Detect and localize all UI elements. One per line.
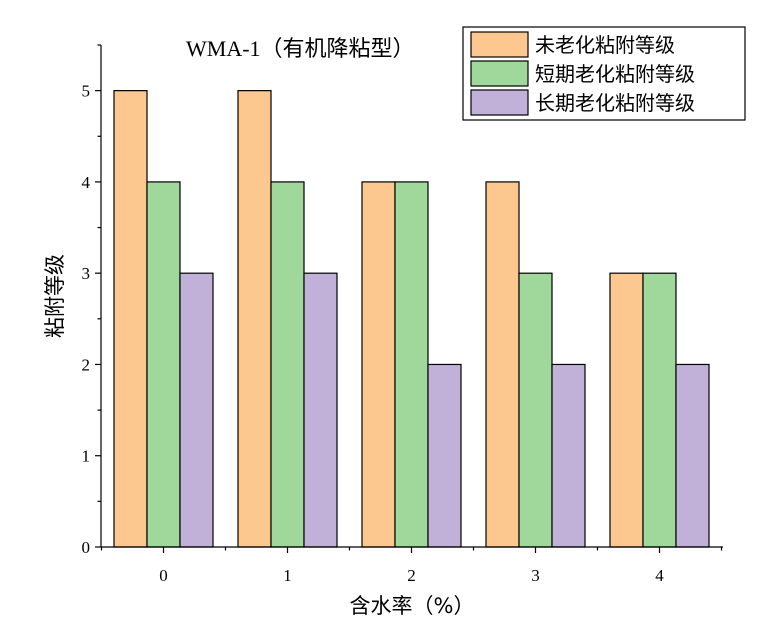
bar-series-2-cat-4: [675, 363, 710, 548]
axes-group: 0 1 2 3 4 5 0 1 2 3 4: [82, 44, 723, 585]
bars-group: [113, 90, 710, 548]
bar-series-1-cat-3: [518, 272, 553, 548]
legend-swatch: [470, 60, 529, 87]
bar-series-1-cat-2: [394, 181, 429, 548]
bar-series-2-cat-0: [179, 272, 214, 548]
x-tick-label: 1: [283, 566, 292, 585]
bar-series-1-cat-4: [642, 272, 677, 548]
bar-series-0-cat-0: [113, 90, 148, 548]
legend-label: 短期老化粘附等级: [535, 62, 695, 86]
y-tick-label: 0: [82, 538, 91, 557]
y-tick-label: 5: [82, 82, 91, 101]
legend-swatch: [470, 89, 529, 116]
y-tick-label: 1: [82, 447, 91, 466]
x-tick-label: 4: [655, 566, 664, 585]
bar-series-0-cat-2: [361, 181, 396, 548]
x-tick-label: 2: [407, 566, 416, 585]
bar-series-1-cat-0: [146, 181, 181, 548]
bar-series-0-cat-1: [237, 90, 272, 548]
bar-series-1-cat-1: [270, 181, 305, 548]
x-axis-title: 含水率（%）: [350, 594, 475, 618]
x-tick-label: 0: [159, 566, 168, 585]
legend-label: 长期老化粘附等级: [535, 91, 695, 115]
y-tick-label: 3: [82, 264, 91, 283]
legend-swatch: [470, 31, 529, 58]
legend-label: 未老化粘附等级: [535, 33, 675, 57]
y-tick-label: 4: [82, 173, 91, 192]
bar-series-2-cat-1: [303, 272, 338, 548]
bar-series-0-cat-3: [485, 181, 520, 548]
y-axis-title: 粘附等级: [43, 254, 67, 338]
chart-title: WMA-1（有机降粘型）: [186, 36, 415, 61]
bar-series-0-cat-4: [609, 272, 644, 548]
bar-series-2-cat-3: [551, 363, 586, 548]
bar-series-2-cat-2: [427, 363, 462, 548]
y-tick-label: 2: [82, 355, 91, 374]
x-tick-label: 3: [531, 566, 540, 585]
